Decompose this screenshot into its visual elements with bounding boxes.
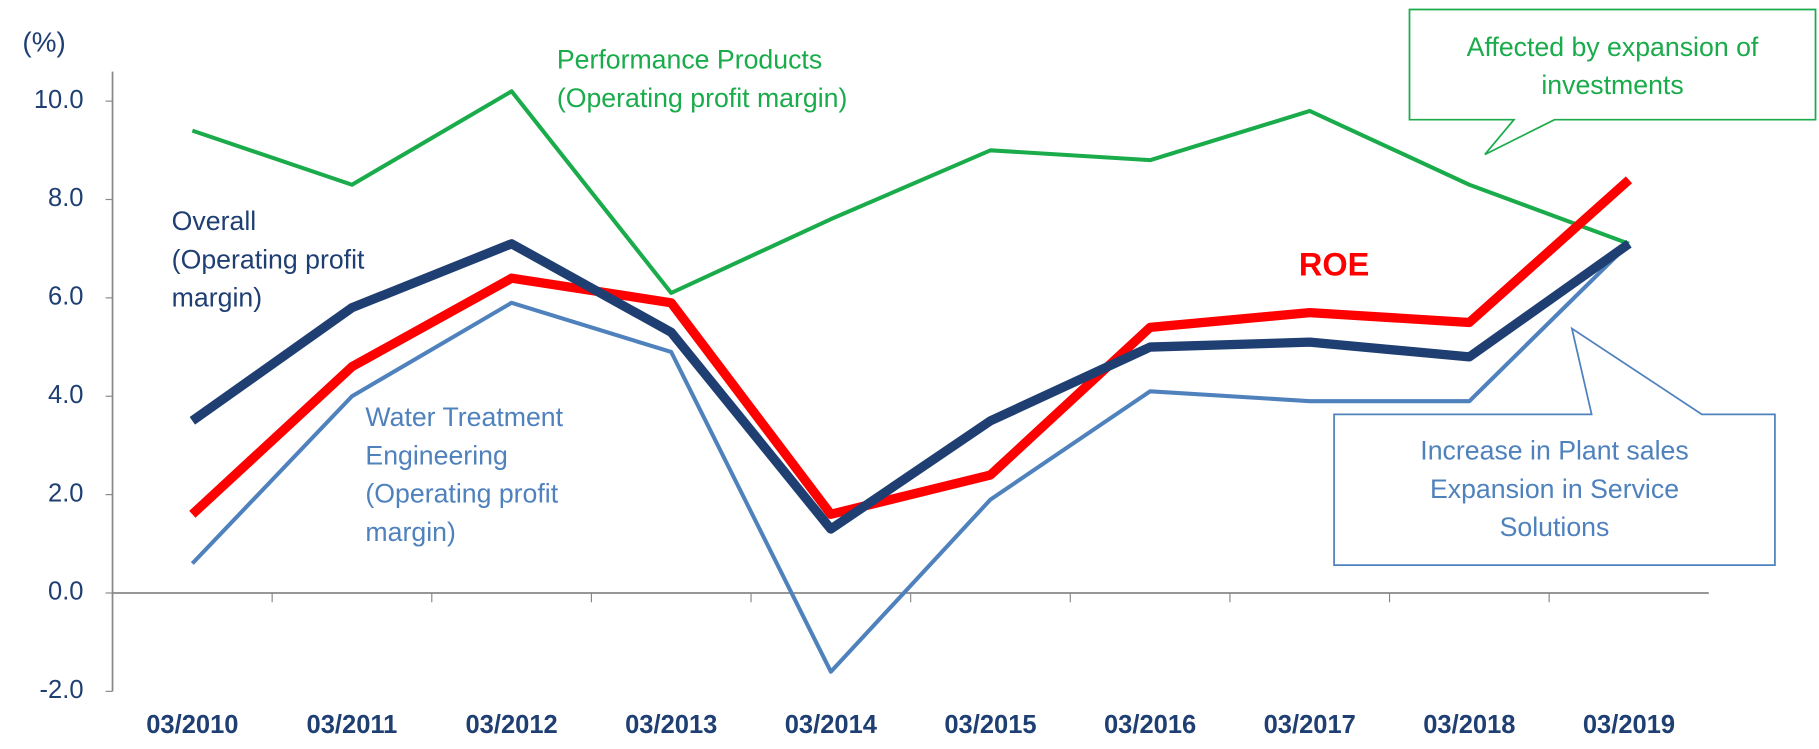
- x-tick-label: 03/2011: [307, 711, 398, 739]
- y-tick-label: 2.0: [48, 479, 83, 507]
- green-callout: [1408, 8, 1817, 156]
- callout-text: Solutions: [1500, 512, 1610, 542]
- x-tick-label: 03/2015: [944, 711, 1036, 739]
- series-line: [189, 239, 1632, 534]
- series-label: (Operating profit: [172, 244, 365, 274]
- series-label: ROE: [1299, 247, 1369, 283]
- y-tick-label: 6.0: [48, 283, 83, 311]
- x-tick-label: 03/2010: [146, 711, 238, 739]
- y-tick-label: 10.0: [34, 86, 84, 114]
- series-line: [190, 242, 1631, 674]
- series-label: (Operating profit: [365, 479, 558, 509]
- series-label: margin): [365, 517, 455, 547]
- x-tick-label: 03/2017: [1264, 711, 1356, 739]
- callout-text: Affected by expansion of: [1467, 32, 1759, 62]
- series-label: Performance Products: [557, 45, 822, 75]
- callout-text: Expansion in Service: [1430, 474, 1679, 504]
- series-line: [191, 89, 1630, 295]
- blue-callout: [1333, 326, 1776, 567]
- callout-text: investments: [1541, 70, 1683, 100]
- x-tick-label: 03/2019: [1583, 711, 1675, 739]
- y-tick-label: -2.0: [40, 676, 84, 704]
- series-line: [189, 176, 1633, 519]
- y-tick-label: 4.0: [48, 381, 83, 409]
- x-tick-label: 03/2016: [1104, 711, 1196, 739]
- series-label: Water Treatment: [365, 402, 563, 432]
- series-label: Engineering: [365, 440, 507, 470]
- x-tick-label: 03/2013: [625, 711, 717, 739]
- y-tick-label: 0.0: [48, 578, 83, 606]
- series-label: (Operating profit margin): [557, 83, 848, 113]
- y-unit: (%): [22, 27, 65, 58]
- x-tick-label: 03/2012: [465, 711, 557, 739]
- callout-text: Increase in Plant sales: [1420, 436, 1688, 466]
- x-tick-label: 03/2018: [1423, 711, 1515, 739]
- series-label: Overall: [172, 206, 256, 236]
- y-tick-label: 8.0: [48, 184, 83, 212]
- series-label: margin): [172, 283, 262, 313]
- x-tick-label: 03/2014: [785, 711, 878, 739]
